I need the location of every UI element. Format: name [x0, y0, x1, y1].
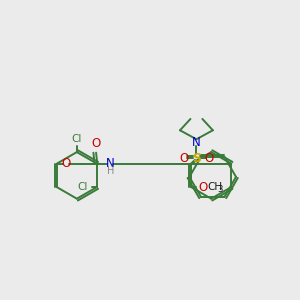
Text: O: O	[204, 152, 214, 165]
Text: Cl: Cl	[77, 182, 88, 192]
Text: 3: 3	[217, 185, 223, 194]
Text: CH: CH	[208, 182, 223, 192]
Text: N: N	[106, 157, 115, 170]
Text: O: O	[61, 157, 71, 170]
Text: O: O	[92, 137, 101, 150]
Text: O: O	[199, 181, 208, 194]
Text: Cl: Cl	[72, 134, 82, 144]
Text: H: H	[107, 166, 114, 176]
Text: O: O	[179, 152, 188, 165]
Text: S: S	[192, 152, 201, 165]
Text: N: N	[192, 136, 201, 149]
